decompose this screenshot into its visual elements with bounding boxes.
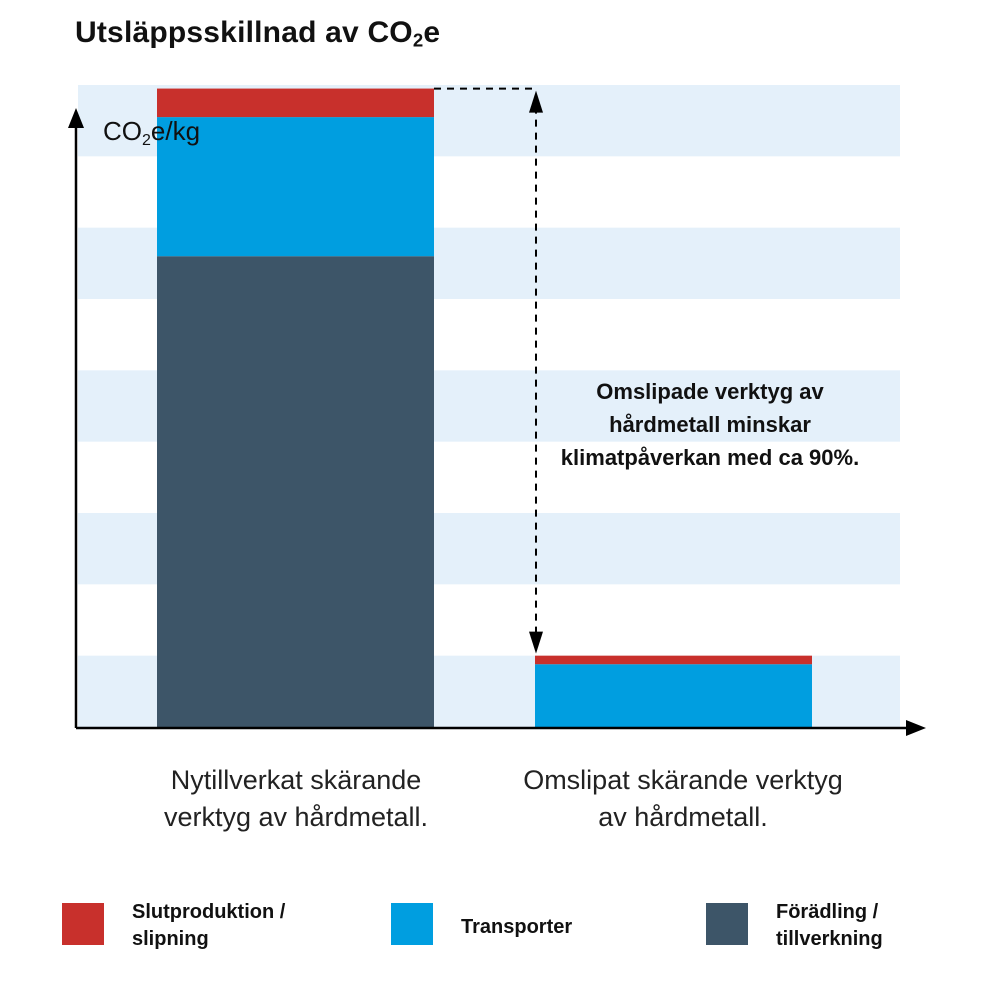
bar-segment bbox=[157, 256, 434, 727]
y-axis-arrow-icon bbox=[68, 108, 84, 128]
legend-label-foradling: Förädling / tillverkning bbox=[776, 901, 883, 950]
bar-segment bbox=[535, 664, 812, 727]
category-label-new: Nytillverkat skärande verktyg av hårdmet… bbox=[163, 765, 429, 832]
difference-arrow bbox=[434, 87, 543, 654]
legend-swatch-transporter bbox=[391, 903, 433, 945]
bar-segment bbox=[157, 88, 434, 118]
legend-swatch-foradling bbox=[706, 903, 748, 945]
legend-swatch-slutproduktion bbox=[62, 903, 104, 945]
bars bbox=[157, 88, 812, 727]
y-axis-label: CO2e/kg bbox=[103, 116, 200, 149]
bar-segment bbox=[535, 655, 812, 665]
chart-title: Utsläppsskillnad av CO2e bbox=[75, 16, 441, 51]
arrow-down-icon bbox=[529, 631, 543, 654]
legend-label-slutproduktion: Slutproduktion / slipning bbox=[132, 901, 286, 950]
legend-label-transporter: Transporter bbox=[461, 916, 573, 938]
bar-segment bbox=[157, 117, 434, 257]
arrow-up-icon bbox=[529, 90, 543, 113]
axes bbox=[68, 108, 926, 736]
x-axis-arrow-icon bbox=[906, 720, 926, 736]
reduction-annotation: Omslipade verktyg av hårdmetall minskar … bbox=[560, 379, 860, 470]
category-label-reground: Omslipat skärande verktyg av hårdmetall. bbox=[523, 765, 843, 832]
